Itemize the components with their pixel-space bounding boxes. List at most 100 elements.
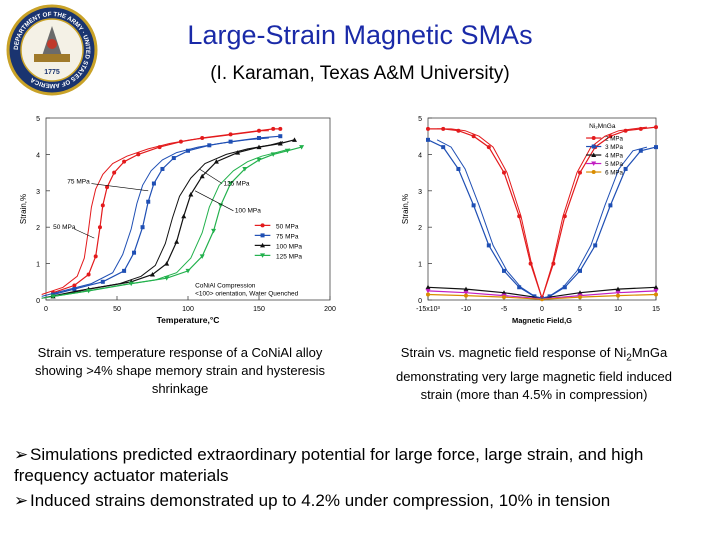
series-cooling-line (41, 137, 269, 297)
army-seal-logo: DEPARTMENT OF THE ARMY · UNITED STATES O… (6, 4, 98, 96)
data-point (654, 292, 658, 297)
y-tick-label: 2 (418, 225, 422, 232)
x-tick-label: 100 (182, 306, 194, 313)
data-point (181, 213, 187, 219)
data-point (623, 166, 628, 171)
data-point (86, 272, 91, 277)
data-point (140, 225, 145, 230)
y-tick-label: 1 (36, 262, 40, 269)
annotation-leader (74, 228, 95, 239)
data-point (260, 242, 266, 248)
data-point (608, 134, 613, 139)
data-point (260, 253, 266, 258)
data-point (199, 254, 205, 259)
data-point (284, 148, 290, 154)
data-point (578, 170, 582, 175)
data-point (256, 144, 262, 150)
data-point (654, 125, 658, 130)
data-point (256, 157, 262, 163)
page-title: Large-Strain Magnetic SMAs (187, 20, 533, 50)
arrow-bullet-icon: ➢ (14, 491, 29, 510)
data-point (235, 150, 241, 155)
data-point (615, 286, 621, 292)
data-point (178, 139, 183, 144)
data-point (426, 126, 430, 131)
data-point (211, 228, 217, 234)
data-point (502, 268, 506, 273)
strain-field-chart: 0 1 2 3 4 5 -15x10³ -10 -5 0 5 10 15 Magnetic Field,G… (401, 116, 660, 325)
x-axis-label: Magnetic Field,G (512, 316, 572, 325)
x-axis-label: Temperature,°C (157, 315, 220, 325)
data-point (72, 283, 77, 288)
x-tick-label: 0 (540, 306, 544, 313)
x-tick-label: -10 (461, 306, 471, 313)
data-point (292, 137, 297, 142)
data-point (591, 161, 597, 167)
bullet-1: ➢ Simulations predicted extraordinary pot… (14, 445, 644, 485)
legend-label: 3 MPa (605, 144, 623, 151)
data-point (242, 166, 248, 172)
data-point (502, 295, 506, 300)
data-point (150, 272, 155, 277)
y-tick-label: 0 (36, 298, 40, 305)
data-point (463, 290, 469, 296)
data-point (501, 290, 507, 295)
annotation-75mpa: 75 MPa (67, 179, 90, 186)
data-point (257, 136, 261, 141)
data-point (653, 288, 659, 294)
data-point (577, 290, 583, 295)
y-tick-label: 5 (36, 116, 40, 123)
data-point (188, 191, 194, 197)
data-point (654, 145, 658, 150)
data-point (112, 170, 117, 175)
annotation-leader (91, 183, 149, 192)
x-tick-label: -15x10³ (416, 306, 440, 313)
data-point (426, 137, 430, 142)
annotation-leader (199, 168, 223, 184)
data-point (464, 293, 468, 298)
data-point (100, 203, 105, 208)
data-point (122, 159, 127, 164)
y-tick-label: 2 (36, 225, 40, 232)
y-tick-label: 0 (418, 298, 422, 305)
legend-label: 6 MPa (605, 170, 623, 177)
annotation-50mpa: 50 MPa (53, 224, 76, 231)
x-tick-label: 0 (44, 306, 48, 313)
y-tick-label: 4 (418, 152, 422, 159)
annotation-alloy: CoNiAl Compression (195, 282, 256, 289)
data-point (471, 134, 476, 139)
y-tick-label: 5 (418, 116, 422, 123)
data-point (260, 233, 265, 238)
data-point (146, 199, 151, 204)
y-axis-label: Strain,% (19, 194, 28, 224)
legend-label: 75 MPa (276, 233, 299, 240)
annotation-125mpa: 125 MPa (224, 180, 250, 187)
data-point (486, 145, 491, 150)
x-tick-label: 10 (614, 306, 622, 313)
legend-label: 5 MPa (605, 161, 623, 168)
legend-title: Ni₂MnGa (589, 123, 616, 130)
data-point (72, 287, 77, 292)
legend-label: 50 MPa (276, 223, 299, 230)
data-point (174, 239, 180, 244)
annotation-orientation: <100> orientation, Water Quenched (195, 291, 298, 298)
left-caption: Strain vs. temperature response of a CoN… (34, 345, 326, 396)
data-point (105, 185, 110, 190)
annotation-100mpa: 100 MPa (235, 208, 261, 215)
data-point (128, 281, 134, 287)
data-point (86, 288, 92, 294)
data-point (593, 243, 598, 248)
data-point (517, 285, 522, 290)
page-subtitle: (I. Karaman, Texas A&M University) (210, 63, 510, 84)
data-point (100, 279, 105, 284)
x-tick-label: 150 (253, 306, 265, 313)
data-point (591, 152, 597, 158)
data-point (425, 288, 431, 294)
data-point (164, 276, 170, 281)
legend-label: 4 MPa (605, 153, 623, 160)
series-cooling-line (41, 130, 269, 295)
seal-year: 1775 (44, 69, 60, 76)
data-point (122, 268, 127, 273)
data-point (278, 126, 283, 131)
annotation-leader (194, 190, 234, 212)
